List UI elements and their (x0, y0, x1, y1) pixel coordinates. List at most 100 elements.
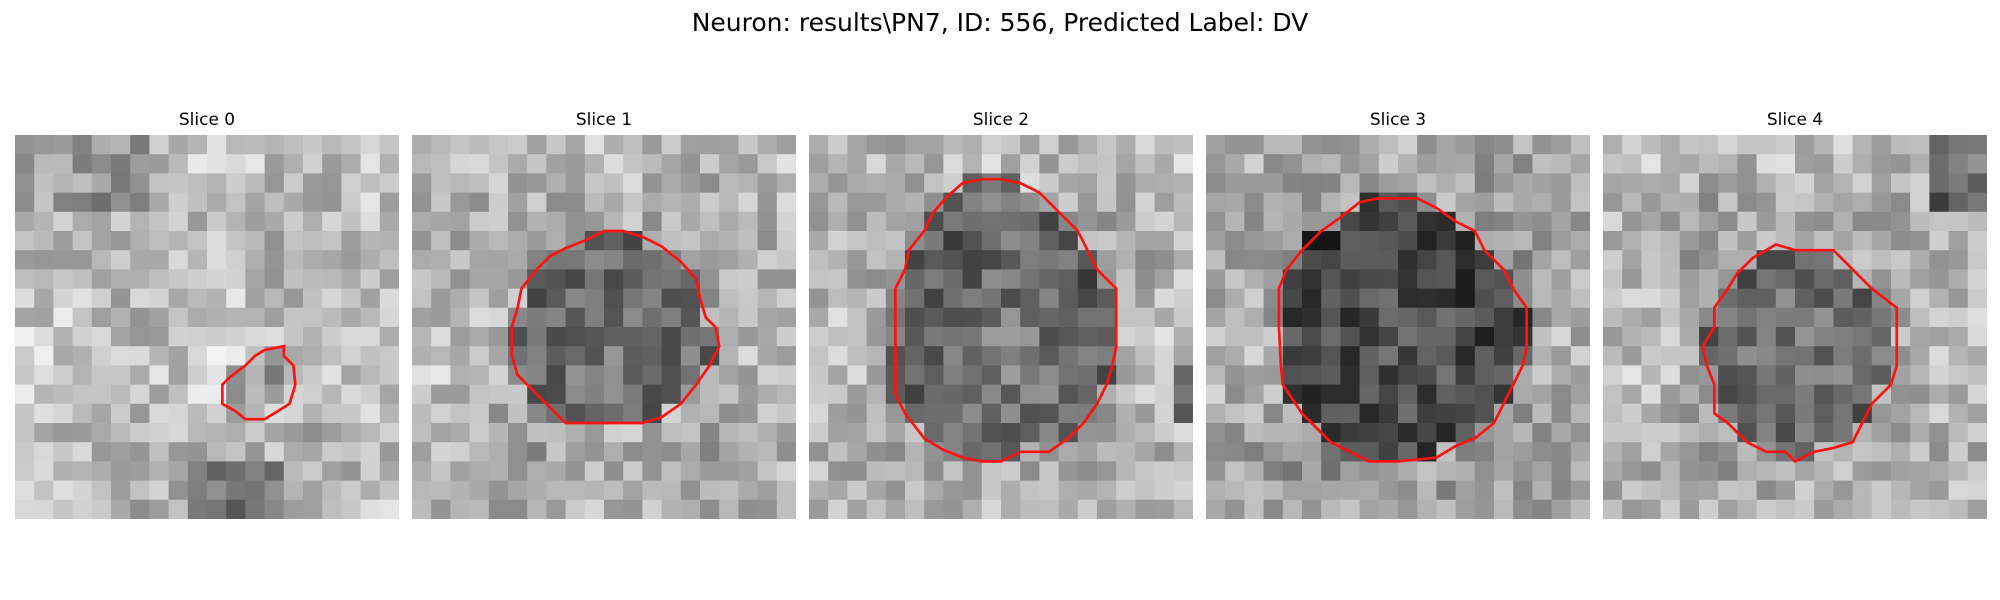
pixel (1603, 211, 1623, 232)
pixel (1660, 403, 1681, 424)
pixel (53, 269, 73, 289)
pixel (809, 173, 829, 193)
pixel (527, 327, 547, 347)
pixel (111, 365, 131, 385)
pixel (1852, 327, 1873, 347)
pixel (1340, 135, 1360, 155)
pixel (1173, 173, 1193, 193)
pixel (1116, 307, 1136, 328)
pixel (1967, 269, 1987, 289)
pixel (207, 135, 227, 155)
pixel (1814, 327, 1834, 347)
pixel (1302, 442, 1322, 462)
pixel (469, 480, 490, 501)
pixel (469, 461, 490, 481)
pixel (527, 231, 547, 251)
pixel (1321, 480, 1341, 501)
pixel (91, 423, 112, 443)
pixel (264, 327, 285, 347)
pixel (360, 327, 381, 347)
pixel (1340, 269, 1360, 289)
pixel (1097, 384, 1117, 405)
pixel (207, 346, 227, 366)
pixel (1039, 384, 1059, 405)
pixel (604, 403, 624, 424)
pixel (1891, 307, 1911, 328)
pixel (412, 499, 432, 519)
pixel (1551, 346, 1572, 366)
pixel (924, 231, 944, 251)
pixel (1474, 327, 1495, 347)
pixel (1378, 499, 1399, 519)
pixel (1263, 499, 1284, 519)
pixel (1020, 231, 1040, 251)
pixel (719, 288, 739, 309)
pixel (1206, 461, 1226, 481)
pixel (1641, 480, 1661, 501)
pixel (1263, 384, 1284, 405)
pixel (322, 135, 342, 155)
pixel (866, 499, 887, 519)
pixel (604, 231, 624, 251)
pixel (1225, 307, 1245, 328)
pixel (565, 154, 586, 174)
pixel (360, 192, 381, 213)
pixel (738, 154, 758, 174)
pixel (757, 461, 778, 481)
pixel (1398, 173, 1418, 193)
pixel (15, 442, 35, 462)
pixel (1077, 173, 1098, 193)
pixel (700, 173, 720, 193)
pixel (379, 211, 399, 232)
pixel (847, 269, 867, 289)
pixel (53, 480, 73, 501)
pixel (981, 499, 1002, 519)
pixel (1340, 346, 1360, 366)
pixel (168, 135, 189, 155)
pixel (1225, 250, 1245, 270)
pixel (584, 250, 605, 270)
pixel (412, 365, 432, 385)
pixel (1494, 346, 1514, 366)
pixel (1679, 250, 1700, 270)
slice-panel-1: Slice 1 (412, 108, 796, 520)
pixel (1494, 423, 1514, 443)
pixel (962, 173, 983, 193)
pixel (738, 384, 758, 405)
pixel (738, 269, 758, 289)
pixel (111, 461, 131, 481)
pixel (809, 403, 829, 424)
pixel (488, 327, 509, 347)
pixel (283, 211, 304, 232)
pixel (1833, 346, 1853, 366)
pixel (341, 288, 361, 309)
pixel (1532, 365, 1552, 385)
pixel (680, 135, 701, 155)
pixel (1756, 288, 1777, 309)
pixel (1302, 154, 1322, 174)
pixel (1039, 423, 1059, 443)
pixel (1513, 269, 1533, 289)
pixel (34, 327, 54, 347)
pixel (1570, 365, 1590, 385)
pixel (1494, 192, 1514, 213)
pixel (885, 269, 906, 289)
pixel (1967, 135, 1987, 155)
pixel (1494, 442, 1514, 462)
pixel (508, 288, 528, 309)
pixel (1679, 346, 1700, 366)
pixel (226, 250, 246, 270)
pixel (828, 192, 848, 213)
pixel (623, 307, 643, 328)
pixel (981, 173, 1002, 193)
pixel (322, 423, 342, 443)
pixel (1967, 403, 1987, 424)
pixel (1852, 173, 1873, 193)
pixel (1340, 211, 1360, 232)
pixel (168, 384, 189, 405)
pixel (680, 269, 701, 289)
pixel (1929, 211, 1949, 232)
pixel (1852, 192, 1873, 213)
pixel (1641, 231, 1661, 251)
pixel (72, 307, 93, 328)
